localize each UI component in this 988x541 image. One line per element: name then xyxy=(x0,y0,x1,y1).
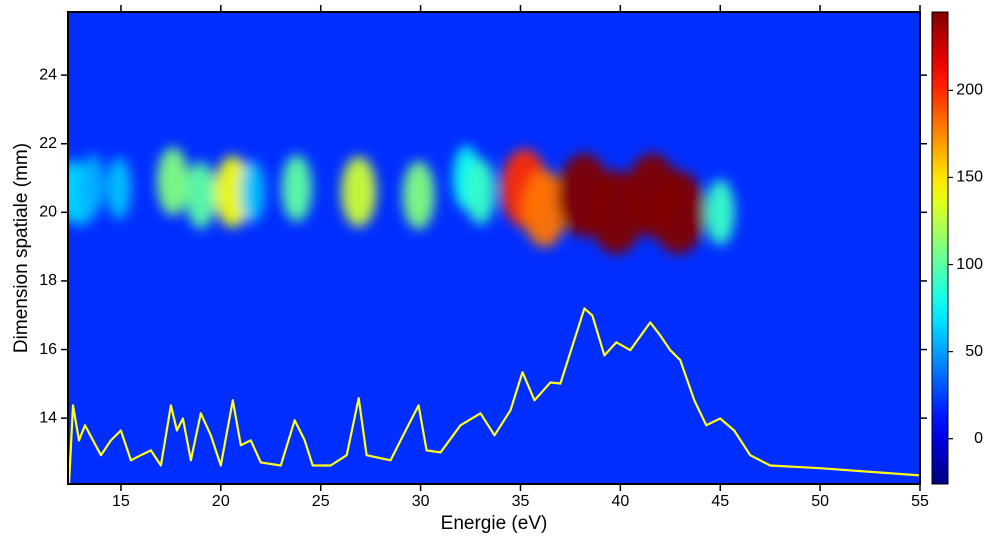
heatmap-spot xyxy=(466,158,495,225)
x-tick-label: 45 xyxy=(711,493,729,510)
colorbar-tick-label: 50 xyxy=(965,343,983,360)
heatmap-background xyxy=(68,12,920,484)
heatmap-spot xyxy=(214,155,252,228)
colorbar-tick-label: 200 xyxy=(956,82,983,99)
y-tick-label: 14 xyxy=(39,409,57,426)
heatmap-spot xyxy=(185,161,217,229)
x-tick-label: 30 xyxy=(412,493,430,510)
heatmap-spot xyxy=(156,147,189,216)
heatmap-spot xyxy=(81,154,105,216)
x-tick-label: 20 xyxy=(212,493,230,510)
y-tick-label: 16 xyxy=(39,341,57,358)
heatmap-spots xyxy=(68,145,735,255)
x-tick-label: 25 xyxy=(312,493,330,510)
x-tick-label: 35 xyxy=(512,493,530,510)
x-tick-label: 15 xyxy=(112,493,130,510)
heatmap-spot xyxy=(522,170,567,248)
plot-area xyxy=(68,12,920,484)
heatmap-spot xyxy=(340,156,377,227)
y-tick-label: 18 xyxy=(39,272,57,289)
colorbar-tick-label: 150 xyxy=(956,169,983,186)
y-tick-label: 20 xyxy=(39,204,57,221)
plot-frame xyxy=(67,11,921,485)
intensity-line xyxy=(68,307,920,484)
y-tick-label: 22 xyxy=(39,135,57,152)
y-tick-label: 24 xyxy=(39,66,57,83)
colorbar-tick-label: 0 xyxy=(974,430,983,447)
heatmap-spot xyxy=(281,154,312,222)
x-tick-label: 50 xyxy=(811,493,829,510)
x-axis-label: Energie (eV) xyxy=(441,513,548,534)
x-tick-label: 40 xyxy=(611,493,629,510)
colorbar xyxy=(931,11,949,485)
heatmap-spot xyxy=(402,161,435,230)
heatmap-spot xyxy=(651,170,706,255)
heatmap-spot xyxy=(106,157,131,220)
colorbar-tick-label: 100 xyxy=(956,256,983,273)
y-axis-label: Dimension spatiale (mm) xyxy=(11,143,32,353)
heatmap-spot xyxy=(240,160,265,223)
x-tick-label: 55 xyxy=(911,493,929,510)
heatmap-spot xyxy=(705,179,735,246)
